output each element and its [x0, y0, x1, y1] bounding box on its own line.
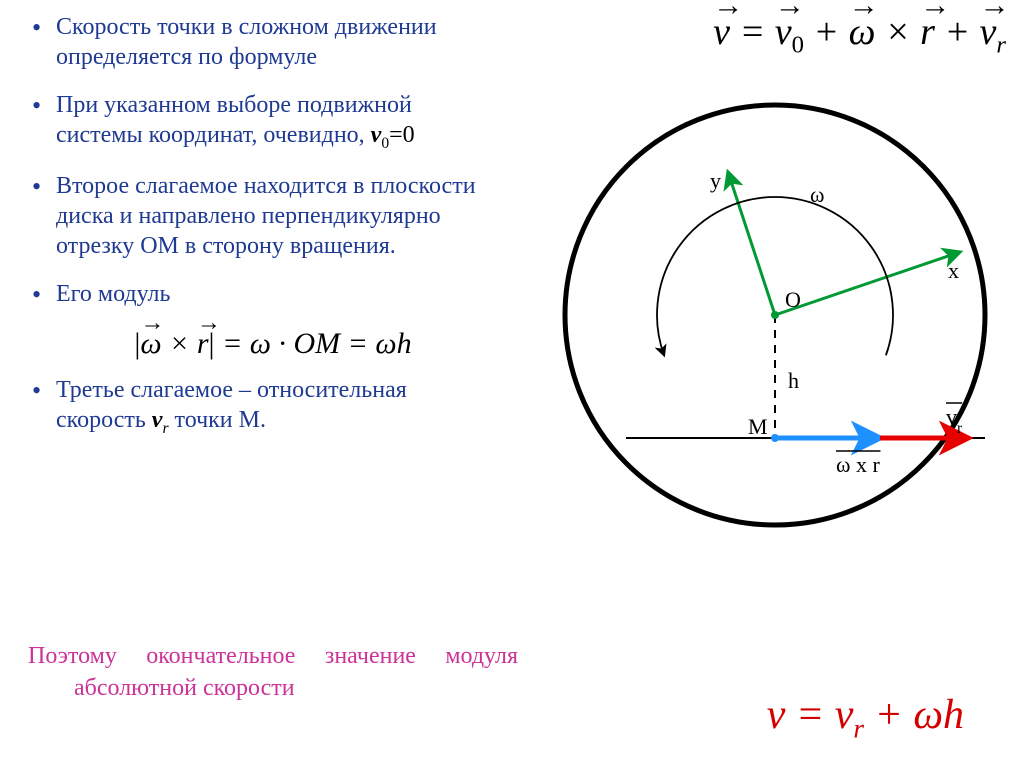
- bullet-3: Второе слагаемое находится в плоскости д…: [28, 171, 498, 261]
- conclusion-text: Поэтому окончательное значение модуля аб…: [28, 640, 518, 705]
- text-column: Скорость точки в сложном движении опреде…: [28, 12, 498, 457]
- svg-text:ω: ω: [810, 182, 824, 207]
- bullet-5: Третье слагаемое – относительная скорост…: [28, 375, 498, 438]
- svg-text:M: M: [748, 414, 768, 439]
- svg-text:x: x: [948, 258, 959, 283]
- svg-text:ω x r: ω x r: [836, 452, 880, 477]
- bullet-2: При указанном выборе подвижной системы к…: [28, 90, 498, 153]
- bullet-list-2: Третье слагаемое – относительная скорост…: [28, 375, 498, 438]
- formula-result: v = vr + ωh: [767, 691, 964, 744]
- svg-text:y: y: [710, 168, 721, 193]
- svg-text:O: O: [785, 287, 801, 312]
- formula-velocity-compound: →v = →v0 + →ω × →r + →vr: [713, 10, 1006, 60]
- bullet-4: Его модуль: [28, 279, 498, 309]
- diagram-rotating-disk: OMhxyωω x rvr: [540, 80, 1010, 550]
- formula-cross-magnitude: |→ω × →r| = ω · OM = ωh: [48, 327, 498, 361]
- bullet-1: Скорость точки в сложном движении опреде…: [28, 12, 498, 72]
- svg-text:h: h: [788, 368, 799, 393]
- bullet-list: Скорость точки в сложном движении опреде…: [28, 12, 498, 309]
